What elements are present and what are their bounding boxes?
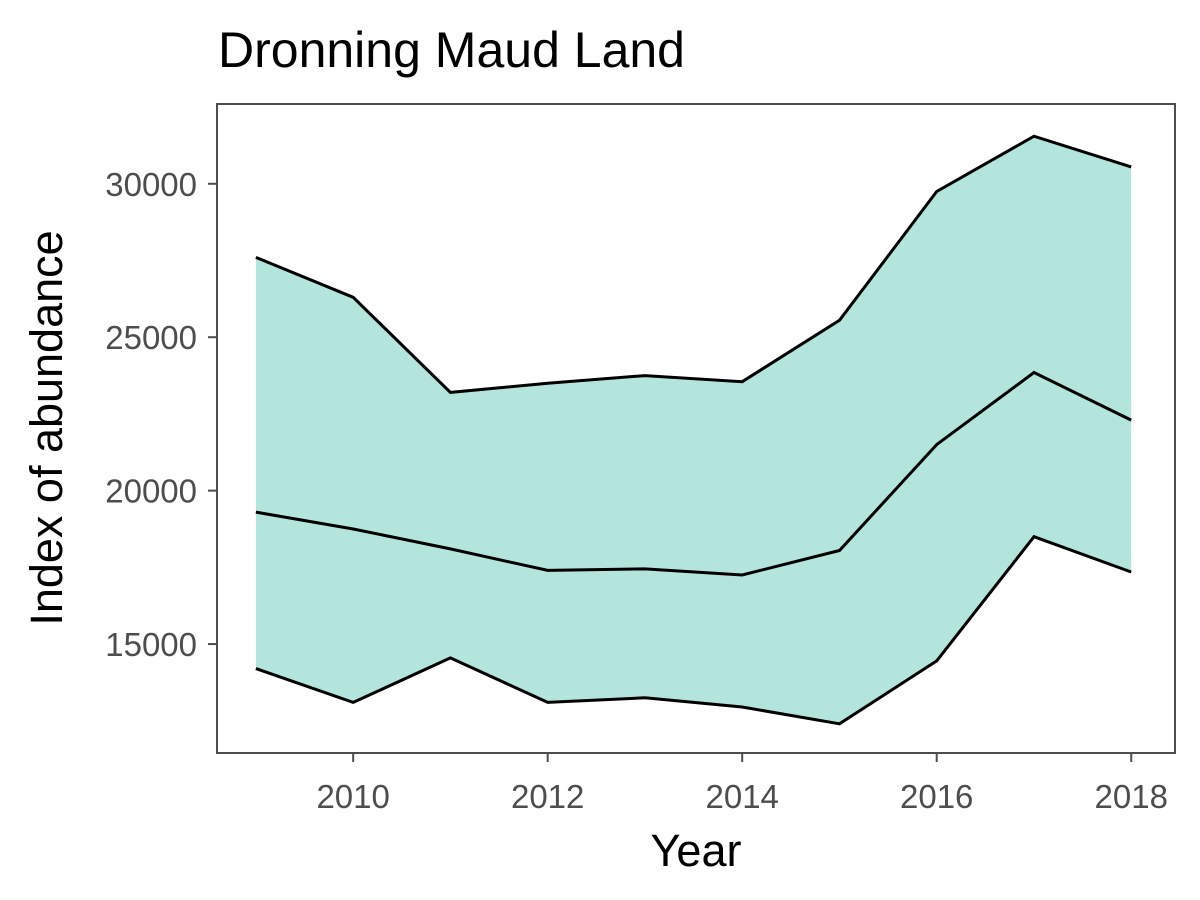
y-tick-label: 15000 [105, 626, 197, 663]
x-tick-label: 2016 [900, 778, 973, 815]
confidence-ribbon [255, 136, 1132, 724]
y-tick-label: 25000 [105, 319, 197, 356]
y-tick-label: 20000 [105, 473, 197, 510]
upper-bound-line [255, 134, 1132, 394]
y-axis: 15000 20000 25000 30000 [105, 166, 217, 663]
x-tick-label: 2018 [1095, 778, 1168, 815]
y-axis-title: Index of abundance [21, 230, 72, 625]
chart-title: Dronning Maud Land [218, 22, 685, 78]
x-axis: 2010 2012 2014 2016 2018 [316, 753, 1168, 815]
x-tick-label: 2014 [705, 778, 778, 815]
y-tick-label: 30000 [105, 166, 197, 203]
plot-area [216, 103, 1176, 754]
x-tick-label: 2012 [511, 778, 584, 815]
x-tick-label: 2010 [316, 778, 389, 815]
lower-bound-line [255, 534, 1132, 726]
x-axis-title: Year [651, 825, 742, 876]
central-estimate-line [255, 370, 1132, 577]
panel-border [216, 103, 1176, 754]
